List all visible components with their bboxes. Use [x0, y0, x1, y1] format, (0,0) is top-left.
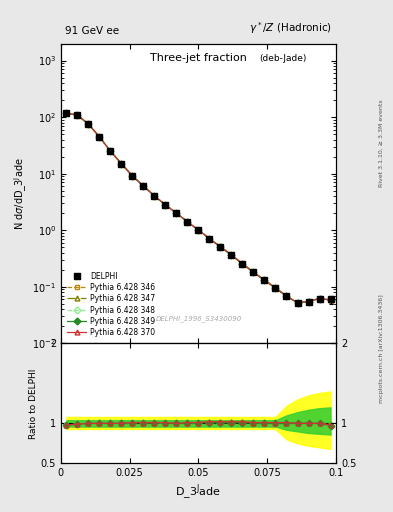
Y-axis label: Ratio to DELPHI: Ratio to DELPHI [29, 368, 38, 439]
Text: 91 GeV ee: 91 GeV ee [65, 26, 119, 36]
Text: (deb-Jade): (deb-Jade) [259, 54, 307, 63]
Text: Three-jet fraction: Three-jet fraction [150, 53, 247, 62]
Text: $\gamma^*/Z$ (Hadronic): $\gamma^*/Z$ (Hadronic) [249, 20, 332, 36]
Y-axis label: N d$\sigma$/dD_3$^{\rm J}$ade: N d$\sigma$/dD_3$^{\rm J}$ade [13, 157, 29, 230]
Text: mcplots.cern.ch [arXiv:1306.3436]: mcplots.cern.ch [arXiv:1306.3436] [379, 294, 384, 402]
Text: DELPHI_1996_S3430090: DELPHI_1996_S3430090 [155, 316, 242, 323]
Text: Rivet 3.1.10, ≥ 3.3M events: Rivet 3.1.10, ≥ 3.3M events [379, 99, 384, 187]
X-axis label: D_3$^{\rm J}$ade: D_3$^{\rm J}$ade [175, 482, 222, 502]
Legend: DELPHI, Pythia 6.428 346, Pythia 6.428 347, Pythia 6.428 348, Pythia 6.428 349, : DELPHI, Pythia 6.428 346, Pythia 6.428 3… [65, 269, 157, 339]
